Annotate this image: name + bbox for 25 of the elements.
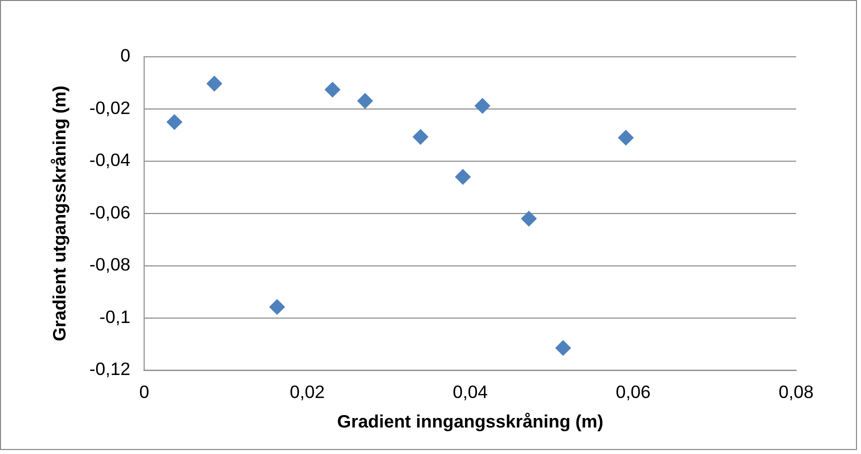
x-tick-label: 0,06 bbox=[616, 382, 651, 402]
point bbox=[357, 92, 374, 109]
y-tick-label: -0,1 bbox=[99, 306, 130, 327]
point bbox=[474, 98, 490, 114]
point bbox=[206, 76, 222, 92]
point bbox=[166, 114, 182, 130]
y-tick-label: -0,04 bbox=[89, 150, 130, 170]
y-tick-label: 0 bbox=[120, 46, 130, 66]
point bbox=[324, 82, 340, 98]
point bbox=[555, 340, 572, 356]
x-tick-label: 0,04 bbox=[452, 382, 488, 402]
x-tick-label: 0,08 bbox=[778, 382, 814, 402]
x-tick-label: 0 bbox=[139, 382, 150, 402]
y-tick-label: -0,12 bbox=[89, 359, 130, 380]
y-tick-label: -0,06 bbox=[89, 202, 130, 222]
point bbox=[412, 128, 428, 145]
y-tick-label: -0,08 bbox=[89, 254, 130, 275]
y-axis-title: Gradient utgangsskråning (m) bbox=[50, 86, 70, 342]
y-tick-label: -0,02 bbox=[89, 98, 130, 118]
x-tick-label: 0,02 bbox=[290, 382, 325, 402]
point bbox=[520, 210, 537, 227]
point bbox=[618, 130, 634, 146]
x-axis-title: Gradient inngangsskråning (m) bbox=[337, 411, 604, 432]
point bbox=[454, 168, 471, 185]
point bbox=[269, 298, 286, 315]
